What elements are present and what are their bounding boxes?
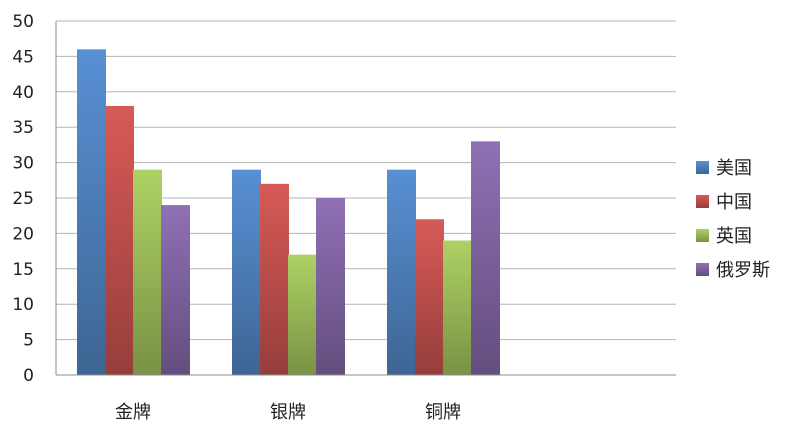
legend-swatch xyxy=(696,161,709,174)
x-tick-label: 银牌 xyxy=(270,402,306,423)
bar-美国-金牌 xyxy=(77,49,106,375)
legend-label: 美国 xyxy=(716,158,752,179)
y-tick-label: 15 xyxy=(12,260,34,280)
y-tick-label: 5 xyxy=(23,331,34,351)
legend-label: 俄罗斯 xyxy=(716,260,770,281)
y-tick-label: 35 xyxy=(12,118,34,138)
bar-俄罗斯-银牌 xyxy=(316,198,345,375)
bar-英国-金牌 xyxy=(133,169,162,375)
axis-layer: 0 5 10 15 20 25 30 35 40 45 50 金牌 银牌 铜牌 xyxy=(12,12,676,423)
y-tick-label: 0 xyxy=(23,366,34,386)
bar-英国-银牌 xyxy=(288,254,317,375)
y-tick-label: 10 xyxy=(12,295,34,315)
y-tick-label: 25 xyxy=(12,189,34,209)
x-tick-label: 铜牌 xyxy=(425,402,461,423)
y-tick-label: 30 xyxy=(12,154,34,174)
bar-美国-铜牌 xyxy=(387,169,416,375)
bars-layer xyxy=(77,49,500,376)
bar-俄罗斯-金牌 xyxy=(161,205,190,375)
y-tick-label: 40 xyxy=(12,83,34,103)
y-tick-label: 50 xyxy=(12,12,34,32)
legend-swatch xyxy=(696,229,709,242)
bar-中国-金牌 xyxy=(105,105,134,376)
legend-swatch xyxy=(696,263,709,276)
legend-label: 英国 xyxy=(716,226,752,247)
x-tick-label: 金牌 xyxy=(115,402,151,423)
bar-中国-铜牌 xyxy=(415,219,444,375)
bar-英国-铜牌 xyxy=(443,240,472,375)
bar-中国-银牌 xyxy=(260,183,289,375)
legend-label: 中国 xyxy=(716,192,752,213)
bar-俄罗斯-铜牌 xyxy=(471,141,500,375)
y-tick-label: 45 xyxy=(12,47,34,67)
legend-swatch xyxy=(696,195,709,208)
bar-美国-银牌 xyxy=(232,169,261,375)
y-tick-label: 20 xyxy=(12,224,34,244)
